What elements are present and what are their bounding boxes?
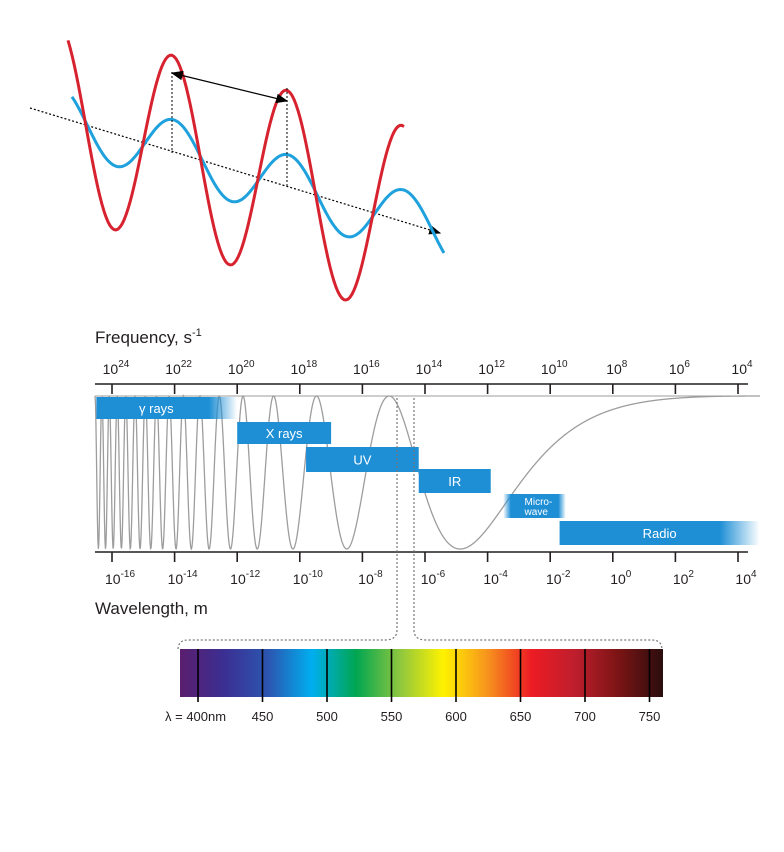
- wavelength-tick-label: 100: [610, 569, 632, 587]
- band-label: UV: [353, 453, 371, 468]
- wavelength-curve: [94, 393, 760, 551]
- frequency-tick-label: 1014: [416, 359, 443, 377]
- wavelength-tick-label: 10-2: [546, 569, 571, 587]
- band-0: [96, 397, 238, 419]
- frequency-tick-label: 1018: [290, 359, 317, 377]
- visible-label: 650: [510, 709, 532, 724]
- wavelength-tick-labels: 10-16 10-14 10-12 10-10 10-8 10-6 10-4 10-2 100 1…: [105, 569, 757, 587]
- wavelength-tick-label: 10-12: [230, 569, 260, 587]
- visible-spectrum-bar: [180, 649, 663, 697]
- band-label: γ rays: [139, 401, 174, 416]
- spectrum-bands: γ rays X rays UV IR Micro-wave Radio: [96, 397, 760, 545]
- wavelength-arrow: [170, 70, 289, 104]
- band-5: [559, 521, 760, 545]
- wavelength-tick-marks: [111, 552, 739, 562]
- frequency-tick-label: 104: [731, 359, 753, 377]
- visible-label: 450: [252, 709, 274, 724]
- band-4: [503, 494, 566, 518]
- wavelength-tick-label: 10-10: [293, 569, 323, 587]
- frequency-tick-label: 1010: [541, 359, 568, 377]
- frequency-tick-label: 106: [669, 359, 691, 377]
- visible-label: 550: [381, 709, 403, 724]
- wavelength-tick-label: 10-16: [105, 569, 135, 587]
- frequency-tick-label: 1020: [228, 359, 255, 377]
- frequency-tick-label: 1022: [165, 359, 192, 377]
- visible-label: 600: [445, 709, 467, 724]
- wavelength-tick-label: 10-14: [168, 569, 198, 587]
- visible-spectrum-labels: λ = 400nm 450 500 550 600 650 700 750: [165, 709, 660, 724]
- frequency-tick-label: 1024: [103, 359, 130, 377]
- visible-spectrum-markers: [197, 649, 651, 702]
- band-label: Radio: [643, 526, 677, 541]
- frequency-tick-label: 1016: [353, 359, 380, 377]
- wavelength-tick-label: 104: [735, 569, 757, 587]
- propagation-axis: [29, 107, 442, 235]
- band-3: [418, 469, 491, 493]
- band-1: [237, 422, 332, 444]
- spectrum-chart: γ rays X rays UV IR Micro-wave Radio: [94, 383, 760, 630]
- wavelength-tick-label: 10-4: [483, 569, 508, 587]
- frequency-tick-labels: 1024 1022 1020 1018 1016 1014 1012 1010 108 106 10…: [103, 359, 753, 377]
- band-label-line2: wave: [524, 507, 549, 518]
- wavelength-tick-label: 10-8: [358, 569, 383, 587]
- wavelength-tick-label: 102: [673, 569, 695, 587]
- frequency-tick-label: 108: [606, 359, 628, 377]
- frequency-axis-title: Frequency, s-1: [95, 327, 202, 347]
- frequency-tick-marks: [111, 384, 739, 394]
- visible-label: 700: [574, 709, 596, 724]
- visible-zoom-bracket: [177, 629, 663, 651]
- electric-wave: [66, 39, 405, 302]
- wavelength-tick-label: 10-6: [421, 569, 446, 587]
- visible-label: λ = 400nm: [165, 709, 226, 724]
- em-wave-illustration: [29, 39, 446, 302]
- band-label: IR: [448, 474, 461, 489]
- wavelength-axis-title: Wavelength, m: [95, 599, 208, 618]
- band-label: X rays: [266, 426, 303, 441]
- band-2: [306, 447, 419, 472]
- visible-label: 500: [316, 709, 338, 724]
- band-label: Micro-: [525, 497, 553, 508]
- frequency-tick-label: 1012: [478, 359, 505, 377]
- visible-label: 750: [639, 709, 661, 724]
